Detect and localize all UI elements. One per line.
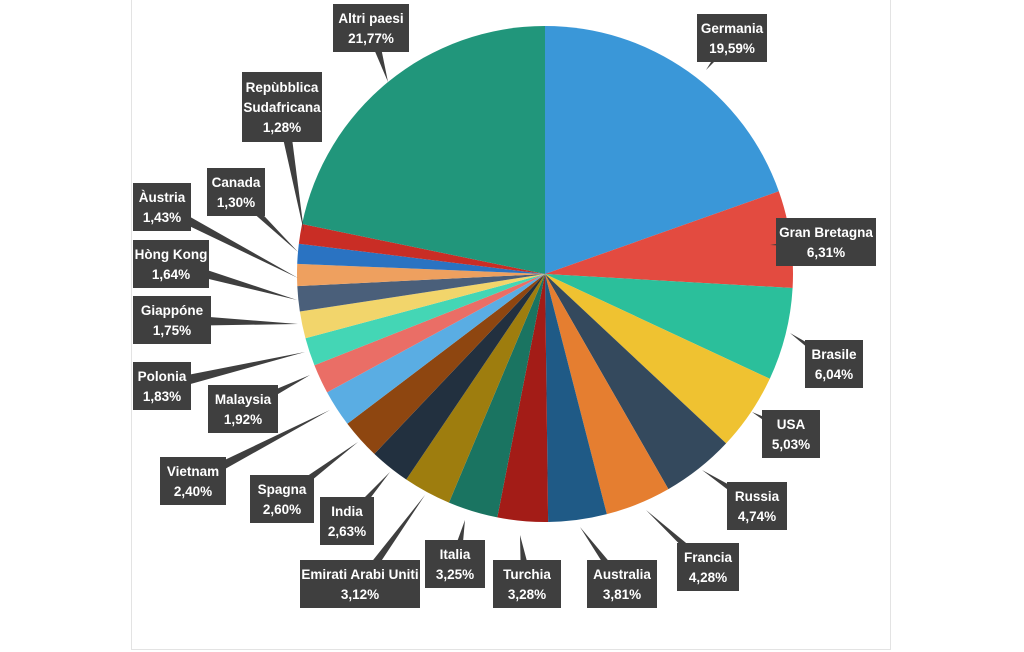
data-label-name: Malaysia [215,392,272,407]
data-label-name: Australia [593,567,651,582]
pie-slice-turchia [497,274,549,522]
data-label-name: USA [777,417,806,432]
pie-slice-spagna [347,274,545,454]
pie-slice-francia [545,274,669,515]
data-label-name: Giappóne [141,303,204,318]
data-label-box [587,560,657,608]
pie-slice-germania [545,26,779,274]
data-label-box [133,296,211,344]
data-label-box [133,362,191,410]
pie-slice-repubblica-sudafricana [298,224,545,274]
data-label-name: Francia [684,550,733,565]
data-label-name: Italia [440,547,471,562]
pie-slice-giappone [299,274,545,339]
pie-slice-brasile [545,274,793,379]
pie-slice-australia [545,274,607,522]
data-label-box [242,72,322,142]
data-label-value: 1,83% [143,389,181,404]
data-label-box [160,457,226,505]
data-label-name: Hòng Kong [135,247,208,262]
label-pointer [193,410,330,487]
data-label-value: 3,81% [603,587,641,602]
data-label-value: 2,63% [328,524,366,539]
data-label-name: Canada [212,175,261,190]
data-label-value: 3,25% [436,567,474,582]
data-label-name: Sudafricana [243,100,321,115]
data-label-name: Emirati Arabi Uniti [301,567,418,582]
data-label-name: Russia [735,489,780,504]
data-label-box [300,560,420,608]
data-label-name: Germania [701,21,764,36]
data-label-name: India [331,504,363,519]
pie-slice-gran-bretagna [545,191,793,289]
pie-slice-polonia [305,274,545,366]
pie-labels: Germania 19,59% Gran Bretagna 6,31% Brasile 6… [133,4,876,608]
pie-slice-vietnam [327,274,545,424]
data-label-value: 2,40% [174,484,212,499]
pie-slice-italia [448,274,545,518]
data-label-box [805,340,863,388]
data-label-name: Brasile [811,347,857,362]
pie-slice-russia [545,274,727,490]
pie-slice-usa [545,274,770,444]
data-label-value: 1,64% [152,267,190,282]
data-label-box [425,540,485,588]
label-pointer [162,352,305,392]
data-label-box [133,240,209,288]
pie-slice-canada [297,243,545,274]
data-label-value: 21,77% [348,31,394,46]
data-label-value: 3,12% [341,587,379,602]
data-label-value: 4,74% [738,509,776,524]
data-label-value: 5,03% [772,437,810,452]
label-pointer [162,201,298,278]
data-label-value: 6,04% [815,367,853,382]
data-label-name: Turchia [503,567,551,582]
data-label-name: Àustria [139,190,186,205]
data-label-box [250,475,314,523]
data-label-name: Altri paesi [338,11,403,26]
data-label-value: 19,59% [709,41,755,56]
pie-slice-india [374,274,545,480]
data-label-box [762,410,820,458]
chart-frame [131,0,891,650]
pie-slice-emirati-arabi-uniti [406,274,545,503]
data-label-value: 4,28% [689,570,727,585]
data-label-name: Spagna [258,482,307,497]
data-label-box [208,385,278,433]
data-label-box [677,543,739,591]
data-label-name: Repùbblica [246,80,319,95]
pie-slice-hong-kong [297,274,545,312]
data-label-value: 3,28% [508,587,546,602]
data-label-name: Vietnam [167,464,219,479]
data-label-box [697,14,767,62]
data-label-box [727,482,787,530]
data-label-name: Gran Bretagna [779,225,873,240]
data-label-box [207,168,265,216]
pie-slice-altri-paesi [302,25,545,275]
data-label-box [493,560,561,608]
data-label-value: 2,60% [263,502,301,517]
data-label-value: 1,92% [224,412,262,427]
data-label-value: 1,30% [217,195,255,210]
data-label-value: 1,75% [153,323,191,338]
data-label-box [333,4,409,52]
data-label-box [133,183,191,231]
data-label-box [320,497,374,545]
data-label-name: Polonia [138,369,187,384]
data-label-box [776,218,876,266]
pie-slice-austria [297,263,545,287]
pie-slices [297,25,793,522]
data-label-value: 1,28% [263,120,301,135]
pie-slice-malaysia [314,274,545,393]
data-label-value: 6,31% [807,245,845,260]
data-label-value: 1,43% [143,210,181,225]
